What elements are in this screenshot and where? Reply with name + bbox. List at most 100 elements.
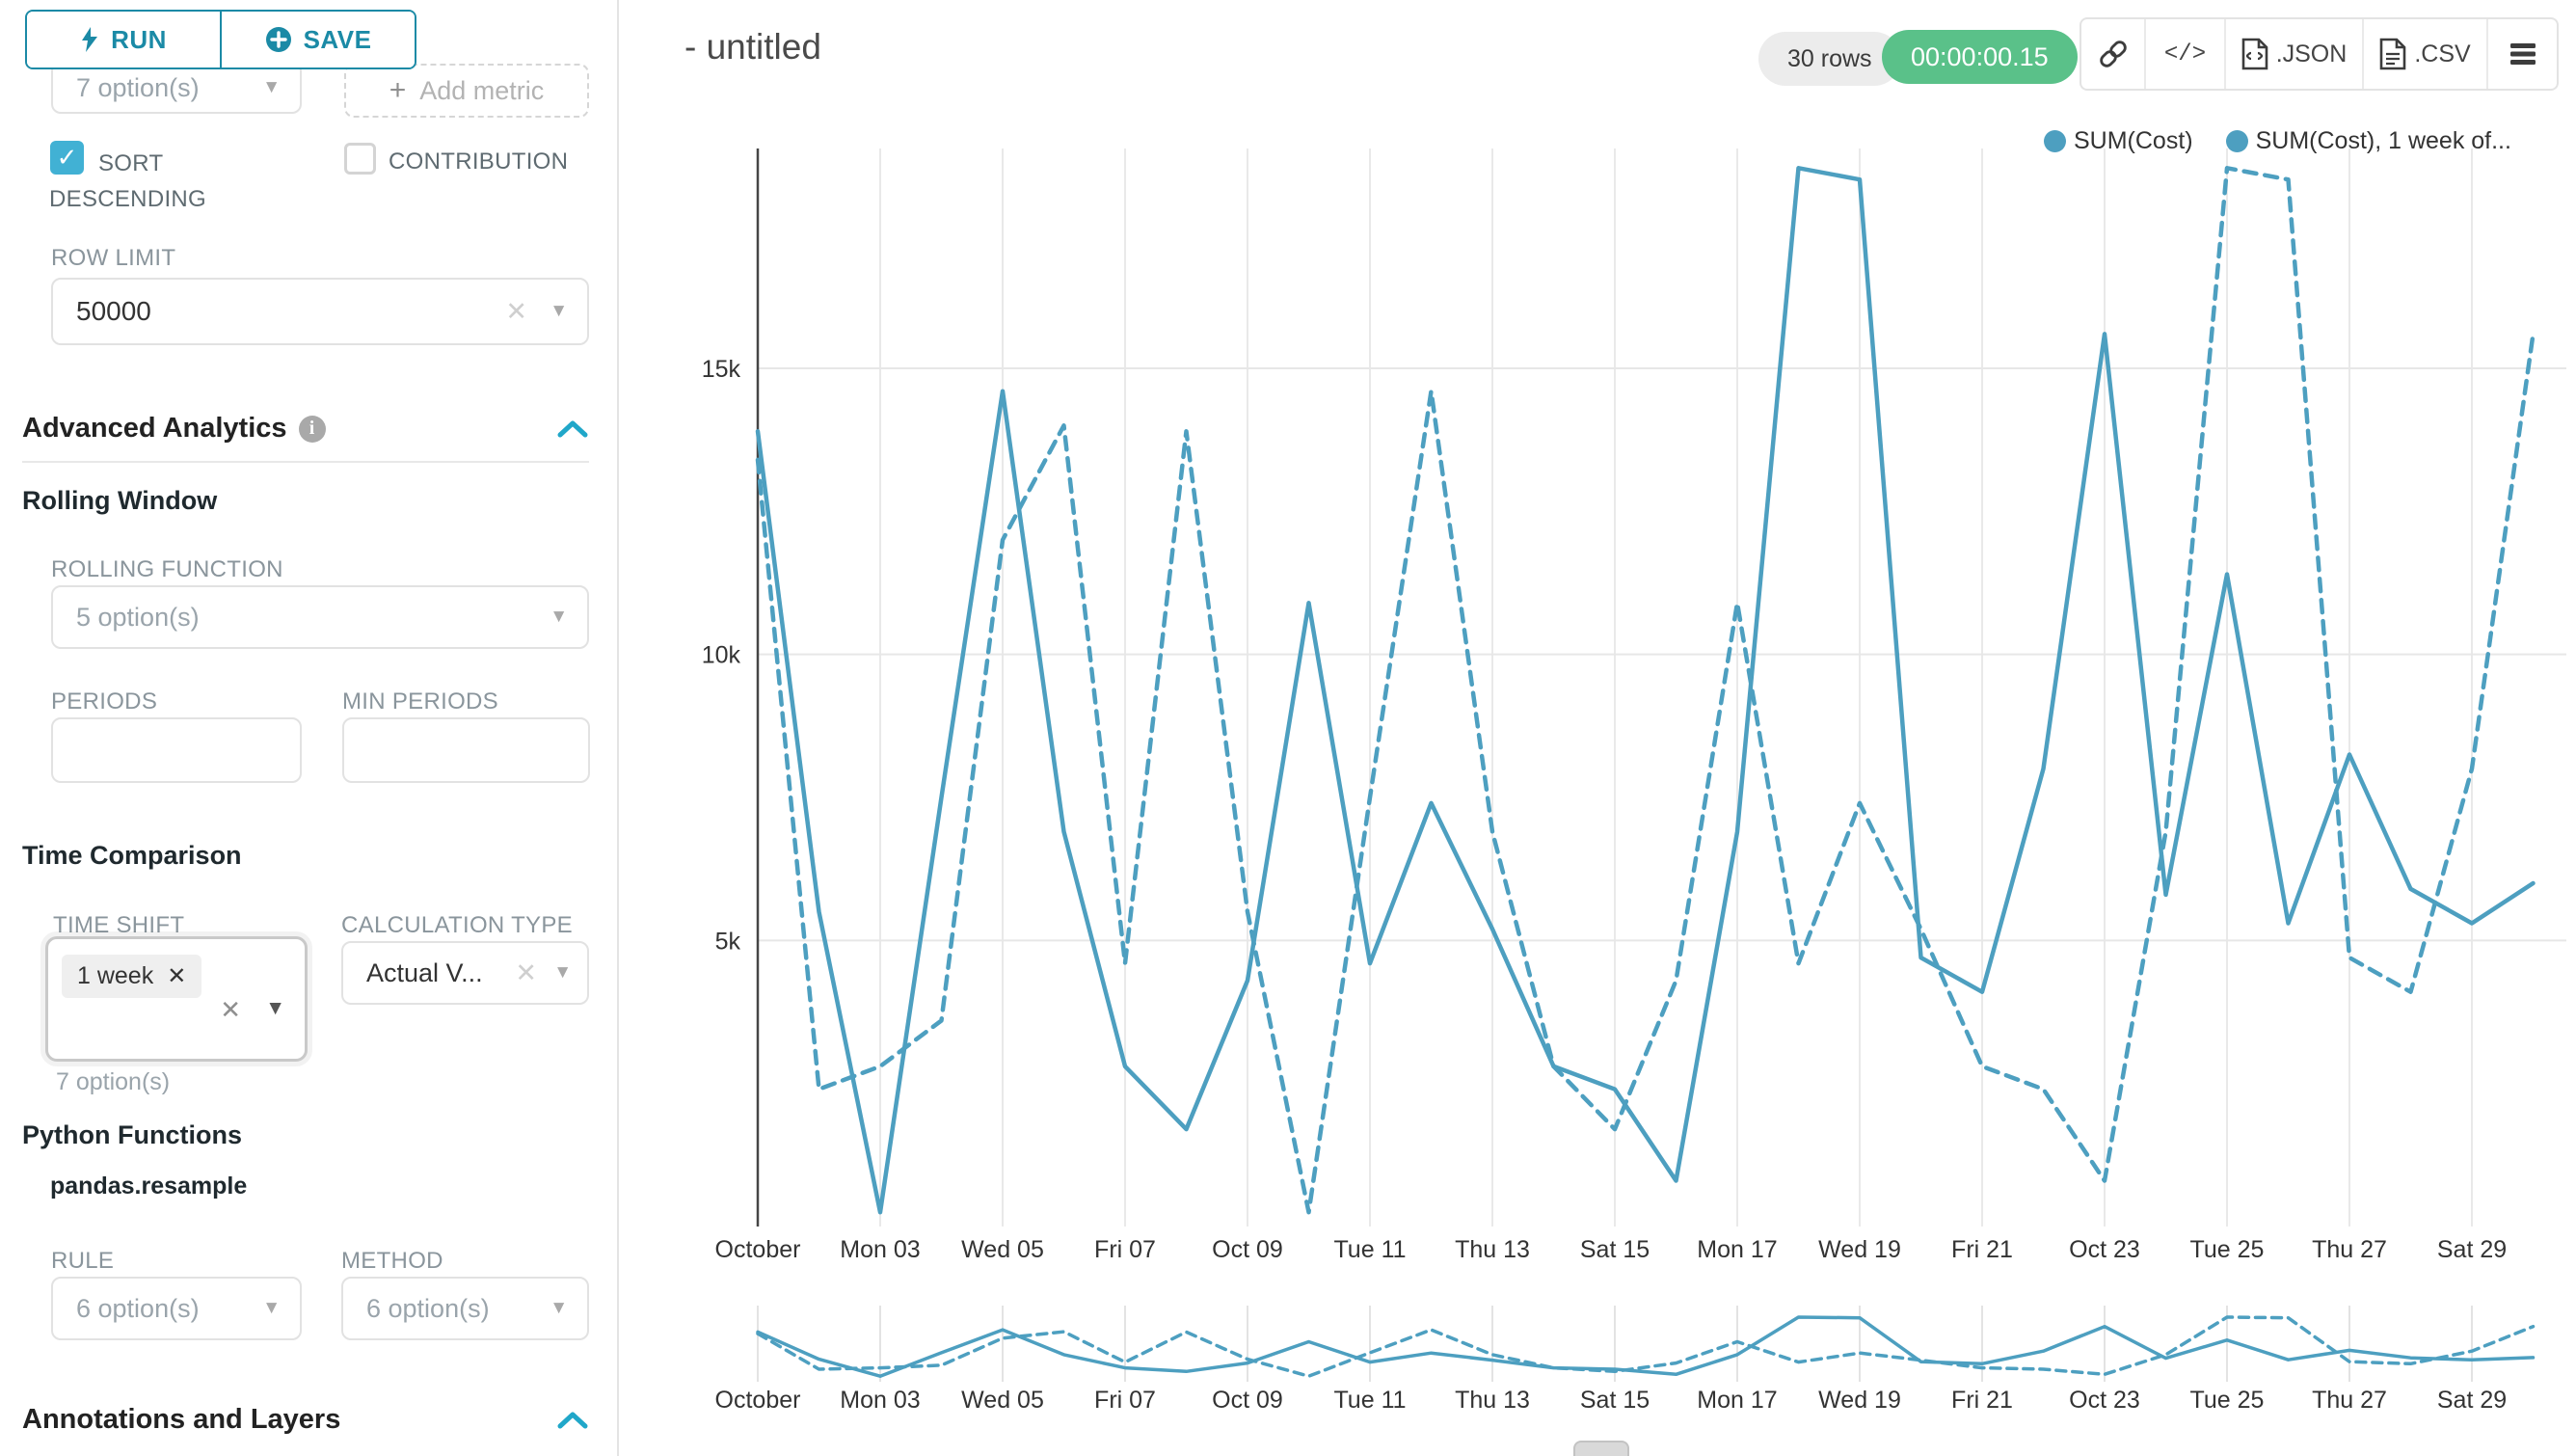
metric-select-value: 7 option(s) bbox=[76, 72, 200, 102]
chevron-down-icon: ▼ bbox=[553, 962, 572, 983]
rule-label: RULE bbox=[51, 1248, 115, 1274]
query-timer-badge: 00:00:00.15 bbox=[1882, 30, 2078, 84]
svg-text:Tue 11: Tue 11 bbox=[1333, 1387, 1406, 1414]
calculation-type-label: CALCULATION TYPE bbox=[341, 912, 573, 938]
time-shift-helper: 7 option(s) bbox=[56, 1068, 171, 1095]
calculation-type-select[interactable]: Actual V... ✕ ▼ bbox=[341, 941, 589, 1005]
method-value: 6 option(s) bbox=[366, 1293, 490, 1323]
svg-text:Tue 11: Tue 11 bbox=[1333, 1236, 1406, 1263]
advanced-analytics-title: Advanced Analytics bbox=[22, 413, 287, 444]
mini-preview-chart[interactable]: October Mon 03 Wed 05 Fri 07 Oct 09 Tue 11 Thu… bbox=[617, 1290, 2576, 1456]
svg-text:Mon 03: Mon 03 bbox=[840, 1387, 920, 1414]
plus-icon: + bbox=[389, 74, 407, 106]
row-count-badge: 30 rows bbox=[1758, 32, 1901, 86]
svg-text:Oct 09: Oct 09 bbox=[1212, 1387, 1283, 1414]
share-link-button[interactable] bbox=[2081, 19, 2144, 89]
hamburger-menu-icon bbox=[2509, 43, 2536, 65]
svg-text:October: October bbox=[715, 1387, 801, 1414]
contribution-label: CONTRIBUTION bbox=[389, 148, 569, 175]
export-json-button[interactable]: .JSON bbox=[2224, 19, 2362, 89]
advanced-analytics-header[interactable]: Advanced Analytics i bbox=[22, 413, 589, 445]
run-button-label: RUN bbox=[111, 24, 167, 54]
svg-text:Fri 21: Fri 21 bbox=[1951, 1236, 2013, 1263]
svg-text:Mon 17: Mon 17 bbox=[1697, 1236, 1777, 1263]
chevron-down-icon: ▼ bbox=[550, 301, 568, 321]
chart-actions-toolbar: </> .JSON .CSV bbox=[2080, 17, 2559, 91]
view-query-button[interactable]: </> bbox=[2144, 19, 2224, 89]
calculation-type-value: Actual V... bbox=[366, 957, 483, 987]
chevron-down-icon: ▼ bbox=[262, 1298, 281, 1318]
plus-circle-icon bbox=[265, 27, 291, 52]
chevron-up-icon bbox=[557, 1412, 588, 1428]
svg-text:Thu 13: Thu 13 bbox=[1455, 1387, 1530, 1414]
chevron-down-icon: ▼ bbox=[262, 77, 281, 97]
chevron-down-icon: ▼ bbox=[550, 1298, 568, 1318]
svg-text:Oct 09: Oct 09 bbox=[1212, 1236, 1283, 1263]
run-button[interactable]: RUN bbox=[27, 12, 222, 67]
save-button-label: SAVE bbox=[303, 24, 372, 54]
svg-text:Wed 19: Wed 19 bbox=[1818, 1387, 1901, 1414]
row-limit-label: ROW LIMIT bbox=[51, 245, 176, 271]
save-button[interactable]: SAVE bbox=[222, 12, 415, 67]
python-functions-title: Python Functions bbox=[22, 1120, 242, 1149]
legend-item-sum-cost[interactable]: SUM(Cost) bbox=[2044, 127, 2193, 155]
min-periods-input[interactable] bbox=[342, 717, 590, 783]
annotations-layers-header[interactable]: Annotations and Layers bbox=[22, 1404, 589, 1436]
svg-text:Thu 13: Thu 13 bbox=[1455, 1236, 1530, 1263]
legend-marker-icon bbox=[2225, 130, 2248, 152]
sort-descending-label: SORT DESCENDING bbox=[49, 150, 207, 212]
resize-handle[interactable] bbox=[1573, 1441, 1629, 1456]
svg-text:Fri 07: Fri 07 bbox=[1094, 1387, 1156, 1414]
export-csv-label: .CSV bbox=[2414, 40, 2471, 67]
rolling-function-value: 5 option(s) bbox=[76, 602, 200, 632]
export-csv-button[interactable]: .CSV bbox=[2362, 19, 2486, 89]
rolling-function-label: ROLLING FUNCTION bbox=[51, 556, 283, 582]
chevron-down-icon: ▼ bbox=[265, 997, 285, 1019]
time-shift-multiselect[interactable]: 1 week ✕ ✕ ▼ bbox=[45, 936, 308, 1062]
chart-title[interactable]: - untitled bbox=[684, 27, 821, 67]
remove-tag-icon[interactable]: ✕ bbox=[167, 963, 187, 989]
contribution-checkbox[interactable] bbox=[344, 143, 376, 175]
row-limit-select[interactable]: 50000 ✕ ▼ bbox=[51, 278, 589, 345]
rolling-window-title: Rolling Window bbox=[22, 486, 218, 515]
periods-label: PERIODS bbox=[51, 688, 158, 715]
periods-input[interactable] bbox=[51, 717, 302, 783]
svg-text:Sat 15: Sat 15 bbox=[1580, 1236, 1650, 1263]
legend-item-sum-cost-offset[interactable]: SUM(Cost), 1 week of... bbox=[2225, 127, 2511, 155]
svg-text:5k: 5k bbox=[715, 928, 741, 955]
legend-marker-icon bbox=[2044, 130, 2066, 152]
control-panel-sidebar: RUN SAVE 7 option(s) ▼ + Add metric ✓ SO… bbox=[0, 0, 619, 1456]
method-select[interactable]: 6 option(s) ▼ bbox=[341, 1277, 589, 1340]
sort-descending-checkbox[interactable]: ✓ bbox=[50, 141, 84, 175]
svg-text:Sat 29: Sat 29 bbox=[2437, 1387, 2507, 1414]
svg-text:Oct 23: Oct 23 bbox=[2069, 1236, 2140, 1263]
svg-text:Thu 27: Thu 27 bbox=[2312, 1387, 2387, 1414]
pandas-resample-label: pandas.resample bbox=[50, 1173, 248, 1200]
lightning-icon bbox=[82, 27, 98, 52]
section-divider bbox=[22, 461, 589, 463]
rule-value: 6 option(s) bbox=[76, 1293, 200, 1323]
time-shift-tag[interactable]: 1 week ✕ bbox=[62, 955, 202, 998]
add-metric-label: Add metric bbox=[419, 75, 545, 105]
clear-icon[interactable]: ✕ bbox=[220, 995, 241, 1024]
svg-text:Tue 25: Tue 25 bbox=[2190, 1236, 2265, 1263]
chart-legend: SUM(Cost) SUM(Cost), 1 week of... bbox=[2044, 127, 2511, 155]
legend-label: SUM(Cost) bbox=[2074, 127, 2193, 154]
legend-label: SUM(Cost), 1 week of... bbox=[2255, 127, 2511, 154]
svg-text:Mon 03: Mon 03 bbox=[840, 1236, 920, 1263]
chevron-up-icon bbox=[557, 420, 588, 437]
time-series-line-chart[interactable]: 5k 10k 15k October Mon 03 Wed 05 Fri 07 Oct 09 T… bbox=[617, 145, 2576, 1265]
csv-file-icon bbox=[2380, 38, 2406, 70]
rule-select[interactable]: 6 option(s) ▼ bbox=[51, 1277, 302, 1340]
metric-select[interactable]: 7 option(s) ▼ bbox=[51, 62, 302, 114]
annotations-layers-title: Annotations and Layers bbox=[22, 1404, 341, 1435]
link-icon bbox=[2099, 40, 2127, 67]
chart-menu-button[interactable] bbox=[2486, 19, 2557, 89]
add-metric-button[interactable]: + Add metric bbox=[344, 64, 589, 118]
svg-text:Thu 27: Thu 27 bbox=[2312, 1236, 2387, 1263]
clear-icon: ✕ bbox=[515, 957, 537, 987]
rolling-function-select[interactable]: 5 option(s) ▼ bbox=[51, 585, 589, 649]
clear-icon: ✕ bbox=[505, 296, 527, 326]
svg-text:Fri 21: Fri 21 bbox=[1951, 1387, 2013, 1414]
